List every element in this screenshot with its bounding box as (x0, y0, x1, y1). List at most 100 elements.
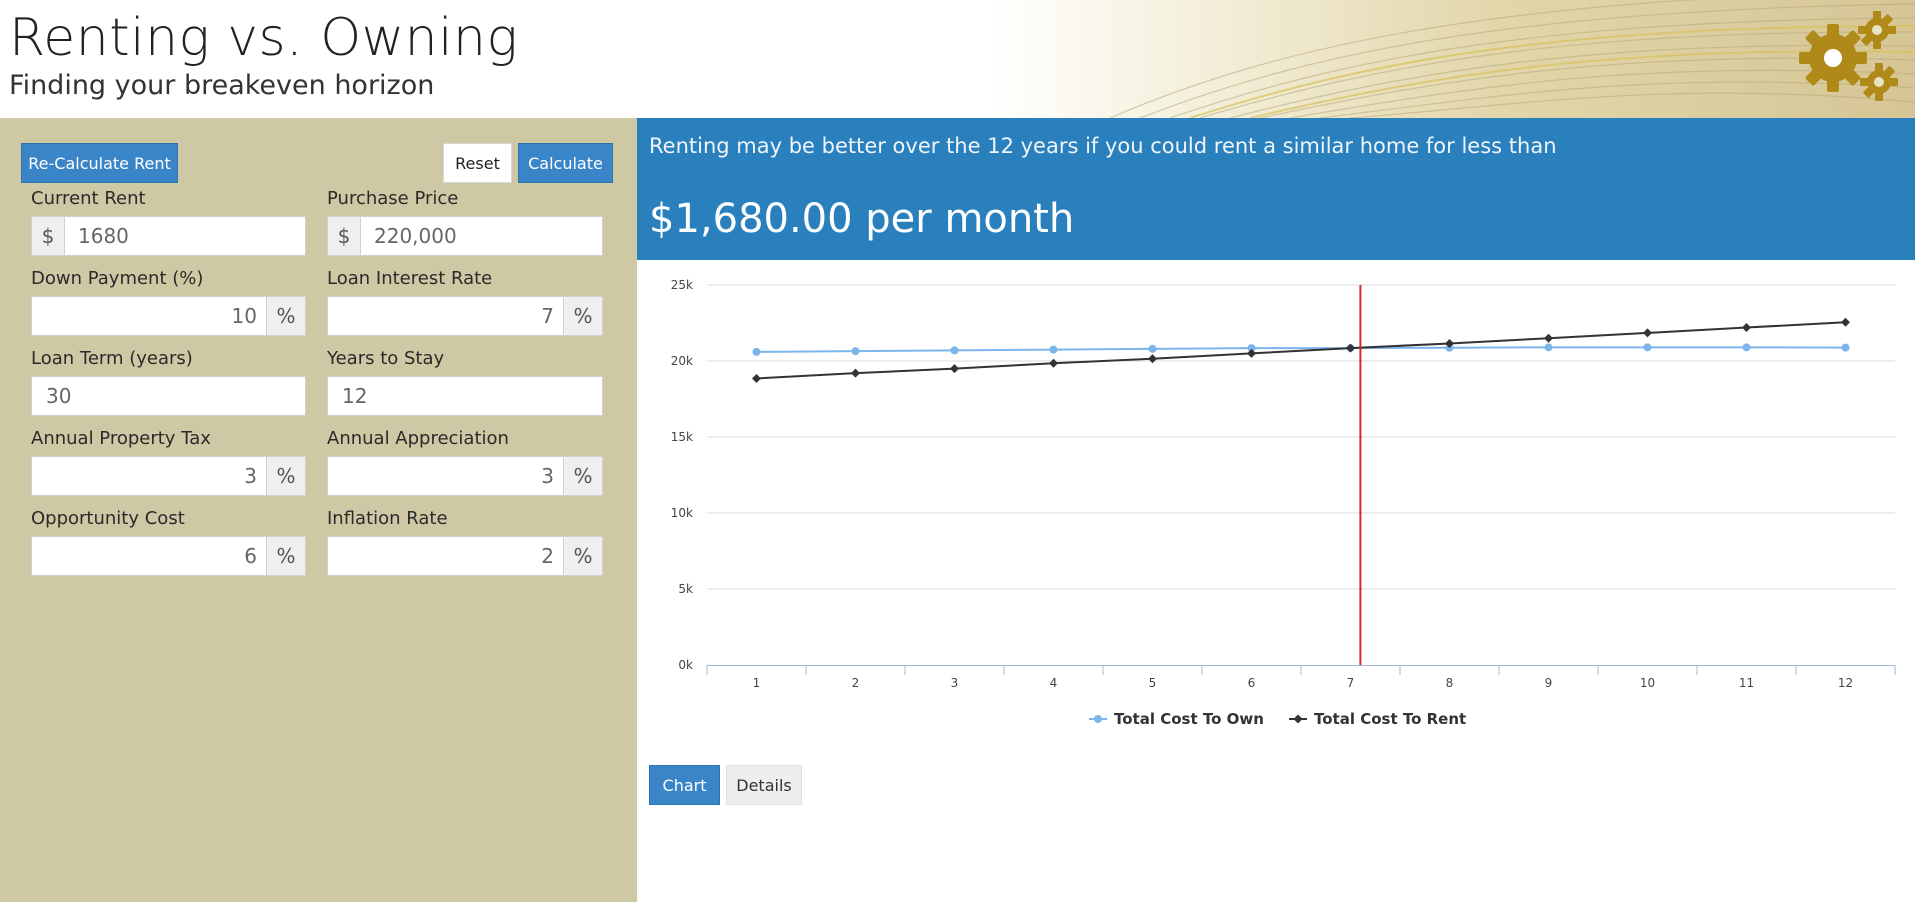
series-line (756, 346, 1846, 353)
legend-label: Total Cost To Own (1114, 710, 1264, 728)
y-axis: 0k 5k 10k 15k 20k 25k (671, 278, 693, 672)
header-decoration (990, 0, 1915, 118)
down-payment-field[interactable]: 10 % (31, 296, 306, 336)
inflation-rate-value: 2 (541, 544, 554, 568)
result-message: Renting may be better over the 12 years … (649, 134, 1557, 158)
down-payment-value: 10 (231, 304, 257, 328)
dollar-prefix: $ (32, 217, 65, 255)
y-tick-label: 0k (678, 658, 693, 672)
percent-suffix: % (266, 537, 305, 575)
page-subtitle: Finding your breakeven horizon (9, 70, 435, 101)
x-axis: 1 2 3 4 5 6 7 8 9 10 11 12 (706, 665, 1896, 690)
data-point (1247, 344, 1256, 353)
data-point (1049, 358, 1058, 368)
opportunity-cost-label: Opportunity Cost (31, 508, 185, 529)
x-tick-label: 5 (1149, 676, 1157, 690)
data-point (1445, 339, 1454, 349)
y-tick-label: 15k (671, 430, 693, 444)
down-payment-label: Down Payment (%) (31, 268, 204, 289)
data-point (1742, 323, 1751, 333)
data-point (851, 347, 860, 356)
chart-series (752, 285, 1850, 665)
x-tick-label: 1 (753, 676, 761, 690)
x-tick-label: 8 (1446, 676, 1454, 690)
result-banner: Renting may be better over the 12 years … (637, 118, 1915, 260)
x-tick-label: 4 (1050, 676, 1058, 690)
opportunity-cost-field[interactable]: 6 % (31, 536, 306, 576)
inflation-rate-field[interactable]: 2 % (327, 536, 603, 576)
percent-suffix: % (266, 457, 305, 495)
legend-marker (1293, 714, 1303, 724)
input-panel: Re-Calculate Rent Reset Calculate Curren… (0, 118, 637, 902)
data-point (1841, 343, 1850, 352)
tab-chart[interactable]: Chart (649, 765, 720, 805)
chart-legend[interactable]: Total Cost To Own Total Cost To Rent (1089, 710, 1466, 728)
x-tick-label: 3 (951, 676, 959, 690)
x-tick-label: 6 (1248, 676, 1256, 690)
header-wave-art (1109, 0, 1915, 118)
y-tick-label: 5k (678, 582, 693, 596)
data-point (1247, 348, 1256, 358)
data-point (1544, 343, 1553, 352)
loan-interest-value: 7 (541, 304, 554, 328)
percent-suffix: % (563, 537, 602, 575)
data-point (1643, 328, 1652, 338)
data-point (950, 346, 959, 355)
percent-suffix: % (266, 297, 305, 335)
loan-interest-label: Loan Interest Rate (327, 268, 493, 289)
y-tick-label: 25k (671, 278, 693, 292)
data-point (1148, 344, 1157, 353)
data-point (752, 347, 761, 356)
years-to-stay-value: 12 (342, 384, 368, 408)
appreciation-label: Annual Appreciation (327, 428, 509, 449)
years-to-stay-field[interactable]: 12 (327, 376, 603, 416)
result-value: $1,680.00 per month (649, 196, 1075, 242)
data-point (1841, 317, 1850, 327)
inflation-rate-label: Inflation Rate (327, 508, 448, 529)
appreciation-field[interactable]: 3 % (327, 456, 603, 496)
app-header: Renting vs. Owning Finding your breakeve… (0, 0, 1915, 118)
data-point (752, 373, 761, 383)
legend-marker (1094, 715, 1102, 723)
percent-suffix: % (563, 297, 602, 335)
tab-details[interactable]: Details (726, 765, 802, 805)
loan-term-label: Loan Term (years) (31, 348, 193, 369)
reset-button[interactable]: Reset (443, 143, 512, 183)
data-point (1544, 333, 1553, 343)
x-tick-label: 9 (1545, 676, 1553, 690)
data-point (950, 364, 959, 374)
purchase-price-value: 220,000 (374, 224, 457, 248)
x-tick-label: 10 (1640, 676, 1655, 690)
data-point (851, 368, 860, 378)
calculate-button[interactable]: Calculate (518, 143, 613, 183)
purchase-price-label: Purchase Price (327, 188, 459, 209)
opportunity-cost-value: 6 (244, 544, 257, 568)
data-point (1742, 343, 1751, 352)
loan-term-value: 30 (46, 384, 72, 408)
property-tax-field[interactable]: 3 % (31, 456, 306, 496)
current-rent-value: 1680 (78, 224, 129, 248)
legend-label: Total Cost To Rent (1314, 710, 1466, 728)
property-tax-value: 3 (244, 464, 257, 488)
appreciation-value: 3 (541, 464, 554, 488)
dollar-prefix: $ (328, 217, 361, 255)
series-line (756, 321, 1846, 380)
recalculate-rent-button[interactable]: Re-Calculate Rent (21, 143, 178, 183)
x-tick-label: 7 (1347, 676, 1355, 690)
current-rent-field[interactable]: $ 1680 (31, 216, 306, 256)
purchase-price-field[interactable]: $ 220,000 (327, 216, 603, 256)
property-tax-label: Annual Property Tax (31, 428, 211, 449)
loan-term-field[interactable]: 30 (31, 376, 306, 416)
gears-icon (1799, 11, 1898, 101)
chart-gridlines (707, 284, 1895, 590)
data-point (1346, 343, 1355, 353)
x-tick-label: 11 (1739, 676, 1754, 690)
current-rent-label: Current Rent (31, 188, 146, 209)
years-to-stay-label: Years to Stay (327, 348, 445, 369)
y-tick-label: 20k (671, 354, 693, 368)
loan-interest-field[interactable]: 7 % (327, 296, 603, 336)
data-point (1643, 343, 1652, 352)
page-title: Renting vs. Owning (9, 8, 519, 68)
y-tick-label: 10k (671, 506, 693, 520)
